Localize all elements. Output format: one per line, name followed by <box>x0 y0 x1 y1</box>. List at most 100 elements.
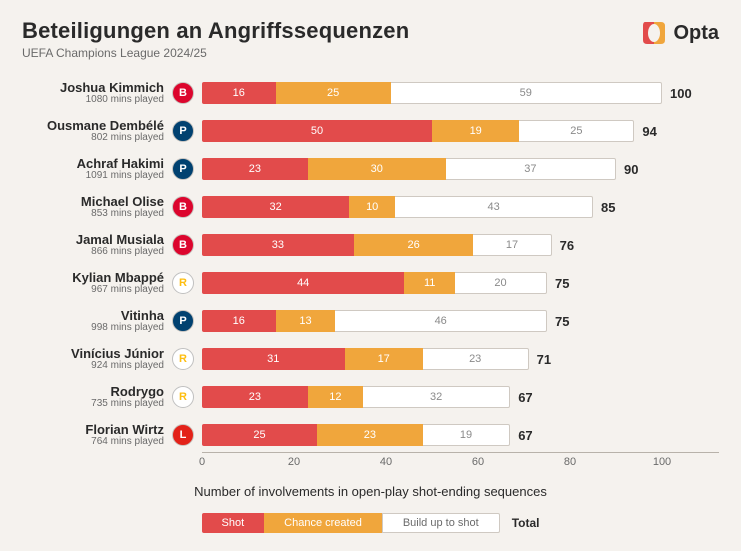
seg-build: 23 <box>423 348 529 370</box>
axis-tick: 40 <box>380 456 392 468</box>
player-mins: 1080 mins played <box>22 95 164 106</box>
player-mins: 998 mins played <box>22 323 164 334</box>
player-mins: 853 mins played <box>22 209 164 220</box>
club-badge: R <box>172 272 194 294</box>
player-mins: 924 mins played <box>22 361 164 372</box>
player-mins: 967 mins played <box>22 285 164 296</box>
club-badge: R <box>172 386 194 408</box>
player-name: Michael Olise <box>22 195 164 209</box>
player-name: Vinícius Júnior <box>22 347 164 361</box>
total-label: 94 <box>642 120 656 142</box>
bar-zone: 332617 76 <box>202 234 719 256</box>
bar-zone: 161346 75 <box>202 310 719 332</box>
seg-shot: 50 <box>202 120 432 142</box>
brand-logo: Opta <box>641 18 719 48</box>
bar-row: P 161346 75 <box>172 302 719 340</box>
seg-shot: 44 <box>202 272 404 294</box>
seg-chance: 25 <box>276 82 391 104</box>
player-label: Vinícius Júnior924 mins played <box>22 340 172 378</box>
player-label: Joshua Kimmich1080 mins played <box>22 74 172 112</box>
bar-row: B162559100 <box>172 74 719 112</box>
club-badge: R <box>172 348 194 370</box>
bar-row: R 23123267 <box>172 378 719 416</box>
seg-shot: 23 <box>202 158 308 180</box>
bar-row: B 332617 76 <box>172 226 719 264</box>
bar-row: P23303790 <box>172 150 719 188</box>
x-axis: 0 20 40 60 80 100 <box>202 454 719 478</box>
seg-build: 43 <box>395 196 593 218</box>
total-label: 85 <box>601 196 615 218</box>
player-name: Achraf Hakimi <box>22 157 164 171</box>
seg-build: 20 <box>455 272 547 294</box>
club-badge: B <box>172 82 194 104</box>
seg-shot: 23 <box>202 386 308 408</box>
club-badge: P <box>172 120 194 142</box>
player-label: Rodrygo735 mins played <box>22 378 172 416</box>
seg-build: 46 <box>335 310 547 332</box>
bar-zone: 162559100 <box>202 82 719 104</box>
player-name: Jamal Musiala <box>22 233 164 247</box>
player-mins: 735 mins played <box>22 399 164 410</box>
player-label: Jamal Musiala866 mins played <box>22 226 172 264</box>
total-label: 71 <box>537 348 551 370</box>
bar-row: B32104385 <box>172 188 719 226</box>
axis-tick: 100 <box>653 456 671 468</box>
seg-shot: 32 <box>202 196 349 218</box>
seg-shot: 25 <box>202 424 317 446</box>
player-name: Ousmane Dembélé <box>22 119 164 133</box>
club-badge: B <box>172 234 194 256</box>
seg-chance: 23 <box>317 424 423 446</box>
axis-tick: 0 <box>199 456 205 468</box>
seg-chance: 26 <box>354 234 474 256</box>
bar-zone: 50192594 <box>202 120 719 142</box>
player-name: Rodrygo <box>22 385 164 399</box>
bar-row: P 50192594 <box>172 112 719 150</box>
axis-tick: 60 <box>472 456 484 468</box>
bar-row: R 311723 71 <box>172 340 719 378</box>
brand-text: Opta <box>673 22 719 45</box>
chart-title: Beteiligungen an Angriffssequenzen <box>22 18 409 44</box>
legend-chance: Chance created <box>264 513 382 533</box>
club-badge: P <box>172 310 194 332</box>
club-badge: L <box>172 424 194 446</box>
seg-shot: 33 <box>202 234 354 256</box>
axis-tick: 20 <box>288 456 300 468</box>
seg-shot: 16 <box>202 310 276 332</box>
seg-chance: 12 <box>308 386 363 408</box>
player-name: Kylian Mbappé <box>22 271 164 285</box>
bar-row: L25231967 <box>172 416 719 454</box>
player-name: Florian Wirtz <box>22 423 164 437</box>
player-mins: 802 mins played <box>22 133 164 144</box>
x-axis-title: Number of involvements in open-play shot… <box>22 484 719 499</box>
bar-row: R 441120 75 <box>172 264 719 302</box>
seg-build: 32 <box>363 386 510 408</box>
player-label: Kylian Mbappé967 mins played <box>22 264 172 302</box>
player-label: Michael Olise853 mins played <box>22 188 172 226</box>
total-label: 90 <box>624 158 638 180</box>
total-label: 100 <box>670 82 692 104</box>
total-label: 75 <box>555 272 569 294</box>
total-label: 75 <box>555 310 569 332</box>
seg-shot: 31 <box>202 348 345 370</box>
bar-zone: 23123267 <box>202 386 719 408</box>
axis-tick: 80 <box>564 456 576 468</box>
player-mins: 764 mins played <box>22 437 164 448</box>
player-name: Joshua Kimmich <box>22 81 164 95</box>
total-label: 76 <box>560 234 574 256</box>
legend-total: Total <box>512 516 540 530</box>
opta-icon <box>641 18 667 48</box>
player-label: Vitinha998 mins played <box>22 302 172 340</box>
seg-build: 59 <box>391 82 662 104</box>
seg-chance: 13 <box>276 310 336 332</box>
player-mins: 866 mins played <box>22 247 164 258</box>
bar-zone: 311723 71 <box>202 348 719 370</box>
bar-zone: 23303790 <box>202 158 719 180</box>
seg-build: 37 <box>446 158 616 180</box>
seg-build: 17 <box>473 234 551 256</box>
player-label: Ousmane Dembélé802 mins played <box>22 112 172 150</box>
seg-chance: 17 <box>345 348 423 370</box>
player-name: Vitinha <box>22 309 164 323</box>
club-badge: P <box>172 158 194 180</box>
player-mins: 1091 mins played <box>22 171 164 182</box>
seg-chance: 11 <box>404 272 455 294</box>
